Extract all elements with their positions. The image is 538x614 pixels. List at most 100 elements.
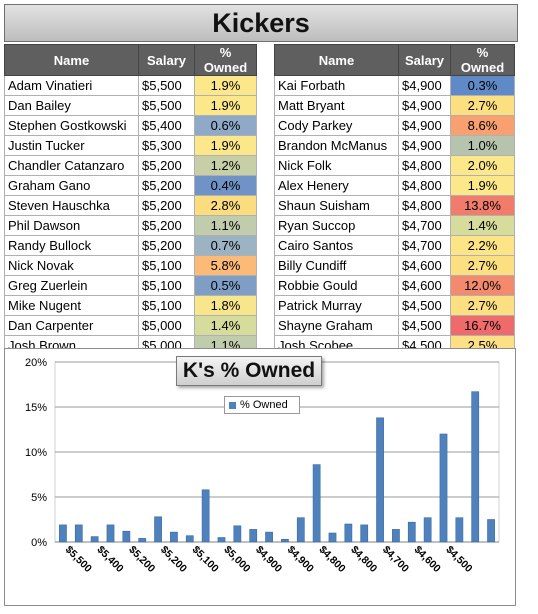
bar: [312, 464, 321, 543]
table-row: Brandon McManus $4,900 1.0%: [274, 135, 515, 156]
table-row: Shayne Graham $4,500 16.7%: [274, 315, 515, 336]
player-name: Stephen Gostkowski: [4, 115, 139, 136]
table-row: Cody Parkey $4,900 8.6%: [274, 115, 515, 136]
player-name: Cairo Santos: [274, 235, 399, 256]
x-tick-label: $4,500: [443, 544, 474, 575]
table-row: Shaun Suisham $4,800 13.8%: [274, 195, 515, 216]
player-salary: $4,500: [398, 315, 451, 336]
x-tick-label: $4,900: [285, 544, 316, 575]
legend-swatch: [229, 401, 236, 409]
player-name: Alex Henery: [274, 175, 399, 196]
header-owned: % Owned: [450, 44, 515, 76]
player-name: Greg Zuerlein: [4, 275, 139, 296]
bar: [138, 538, 147, 543]
player-owned: 2.2%: [450, 235, 515, 256]
player-owned: 1.0%: [450, 135, 515, 156]
player-salary: $5,500: [138, 75, 195, 96]
x-tick-label: $5,100: [190, 544, 221, 575]
player-name: Phil Dawson: [4, 215, 139, 236]
player-owned: 1.8%: [194, 295, 257, 316]
table-row: Steven Hauschka $5,200 2.8%: [4, 195, 257, 216]
player-salary: $4,900: [398, 75, 451, 96]
player-name: Billy Cundiff: [274, 255, 399, 276]
table-row: Nick Folk $4,800 2.0%: [274, 155, 515, 176]
table-row: Billy Cundiff $4,600 2.7%: [274, 255, 515, 276]
player-name: Patrick Murray: [274, 295, 399, 316]
player-name: Nick Folk: [274, 155, 399, 176]
player-owned: 1.1%: [194, 215, 257, 236]
bar: [471, 391, 480, 543]
chart-title: K's % Owned: [176, 356, 322, 386]
x-tick-label: $4,800: [317, 544, 348, 575]
bar: [328, 532, 337, 543]
table-row: Nick Novak $5,100 5.8%: [4, 255, 257, 276]
player-name: Randy Bullock: [4, 235, 139, 256]
x-tick-label: $5,200: [158, 544, 189, 575]
chart-area: 0% 5% 10% 15% 20% $5,500 $5,400 $5,200 $5,200 $5,…: [4, 348, 516, 606]
bar: [265, 531, 273, 543]
bar: [455, 517, 464, 543]
table-row: Adam Vinatieri $5,500 1.9%: [4, 75, 257, 96]
header-owned: % Owned: [194, 44, 257, 76]
player-name: Graham Gano: [4, 175, 139, 196]
y-tick-label: 0%: [31, 537, 47, 549]
table-row: Kai Forbath $4,900 0.3%: [274, 75, 515, 96]
bar: [90, 536, 99, 543]
x-tick-label: $4,800: [348, 544, 379, 575]
player-name: Justin Tucker: [4, 135, 139, 156]
table-row: Stephen Gostkowski $5,400 0.6%: [4, 115, 257, 136]
player-owned: 0.6%: [194, 115, 257, 136]
player-name: Chandler Catanzaro: [4, 155, 139, 176]
player-owned: 0.4%: [194, 175, 257, 196]
player-owned: 8.6%: [450, 115, 515, 136]
bar: [74, 524, 83, 543]
x-tick-label: $4,700: [380, 544, 411, 575]
player-owned: 16.7%: [450, 315, 515, 336]
player-salary: $5,100: [138, 295, 195, 316]
player-salary: $4,600: [398, 255, 451, 276]
table-row: Cairo Santos $4,700 2.2%: [274, 235, 515, 256]
kickers-table-right: Name Salary % Owned Kai Forbath $4,900 0.3…: [274, 44, 515, 356]
table-row: Robbie Gould $4,600 12.0%: [274, 275, 515, 296]
player-owned: 0.3%: [450, 75, 515, 96]
table-row: Mike Nugent $5,100 1.8%: [4, 295, 257, 316]
player-name: Matt Bryant: [274, 95, 399, 116]
table-row: Justin Tucker $5,300 1.9%: [4, 135, 257, 156]
player-name: Robbie Gould: [274, 275, 399, 296]
bar: [281, 539, 289, 543]
player-salary: $5,400: [138, 115, 195, 136]
player-salary: $4,600: [398, 275, 451, 296]
player-salary: $4,500: [398, 295, 451, 316]
legend-label: % Owned: [240, 399, 288, 411]
y-tick-label: 5%: [31, 492, 47, 504]
player-salary: $5,200: [138, 235, 195, 256]
player-salary: $4,700: [398, 215, 451, 236]
player-owned: 1.9%: [450, 175, 515, 196]
bar: [376, 417, 384, 543]
player-owned: 1.9%: [194, 75, 257, 96]
bar: [201, 489, 210, 543]
bar: [106, 524, 115, 543]
player-name: Cody Parkey: [274, 115, 399, 136]
x-tick-label: $4,600: [412, 544, 443, 575]
x-tick-label: $5,400: [95, 544, 126, 575]
player-name: Ryan Succop: [274, 215, 399, 236]
player-name: Shaun Suisham: [274, 195, 399, 216]
player-owned: 0.5%: [194, 275, 257, 296]
header-salary: Salary: [398, 44, 451, 76]
player-salary: $5,000: [138, 315, 195, 336]
bar: [185, 535, 194, 543]
kickers-table-left: Name Salary % Owned Adam Vinatieri $5,500…: [4, 44, 257, 356]
player-name: Mike Nugent: [4, 295, 139, 316]
player-salary: $5,200: [138, 175, 195, 196]
table-row: Graham Gano $5,200 0.4%: [4, 175, 257, 196]
player-owned: 0.7%: [194, 235, 257, 256]
player-name: Adam Vinatieri: [4, 75, 139, 96]
player-salary: $4,800: [398, 195, 451, 216]
player-owned: 2.0%: [450, 155, 515, 176]
player-name: Shayne Graham: [274, 315, 399, 336]
player-name: Dan Carpenter: [4, 315, 139, 336]
bar: [59, 524, 67, 543]
bar: [439, 433, 448, 543]
player-owned: 13.8%: [450, 195, 515, 216]
